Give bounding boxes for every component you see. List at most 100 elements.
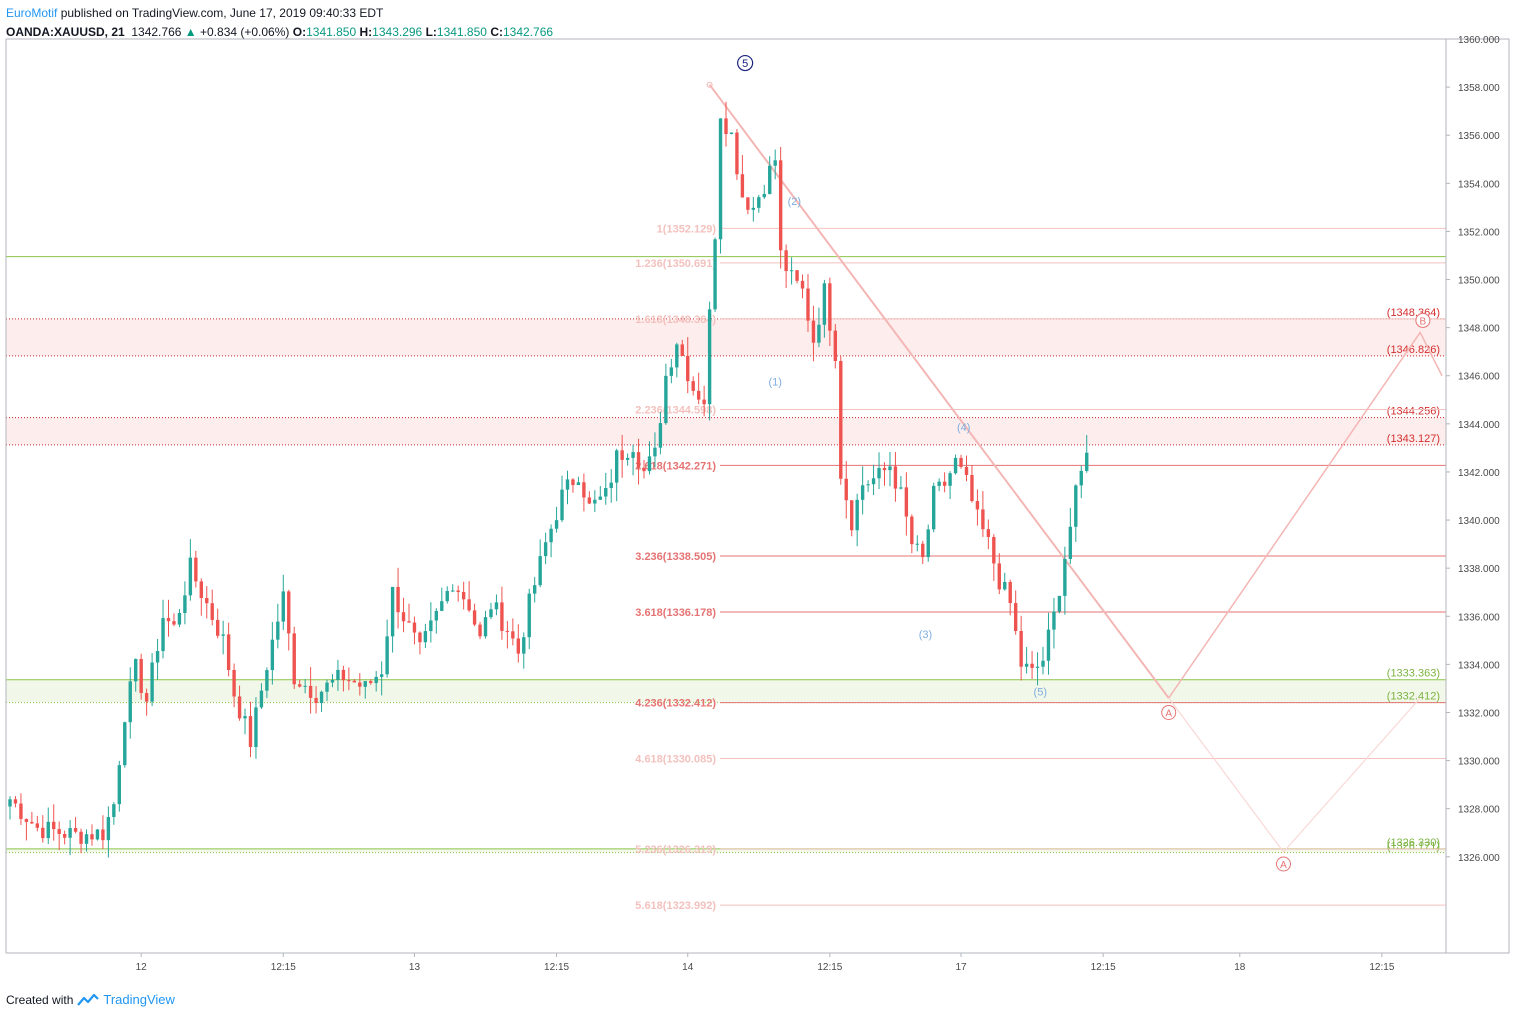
candle-body-196: [1079, 470, 1083, 486]
candle-body-164: [904, 487, 909, 517]
candle-body-124: [686, 355, 690, 382]
candle-body-62: [347, 680, 351, 682]
candle-body-74: [412, 622, 417, 633]
fib-label-1: 1.236(1350.691): [635, 258, 716, 270]
candle-body-50: [281, 591, 285, 622]
candle-body-97: [538, 556, 542, 586]
candle-body-147: [811, 320, 816, 343]
wave5-marker: [737, 54, 754, 72]
candle-body-145: [800, 280, 805, 289]
y-label-17: 1360.000: [1458, 35, 1500, 46]
candle-body-195: [1074, 485, 1078, 527]
candle-body-65: [363, 681, 367, 687]
candle-body-64: [358, 682, 362, 687]
candle-body-118: [653, 447, 657, 457]
candle-body-4: [30, 821, 34, 824]
publisher-link[interactable]: EuroMotif: [6, 6, 58, 20]
fib-label-8: 4.618(1330.085): [635, 754, 716, 766]
candle-body-126: [696, 390, 701, 400]
candle-body-42: [237, 696, 242, 719]
candle-body-15: [90, 834, 94, 840]
candle-body-151: [833, 330, 838, 362]
fibonacci-levels: 1(1352.129) 1.236(1350.691) 1.618(1348.364…: [635, 223, 1446, 912]
candle-body-143: [789, 270, 794, 272]
candle-body-33: [188, 557, 193, 596]
open-value: 1341.850: [306, 25, 357, 39]
candle-body-41: [232, 669, 236, 697]
candle-body-136: [751, 207, 756, 210]
candle-body-125: [691, 381, 695, 391]
candle-body-52: [292, 633, 296, 685]
candle-body-163: [899, 487, 903, 489]
candle-body-160: [882, 467, 887, 471]
candle-body-49: [276, 621, 280, 640]
candle-body-129: [713, 239, 717, 310]
projection-marker-1: [1415, 312, 1431, 328]
candle-body-94: [522, 637, 526, 654]
candle-body-139: [768, 165, 772, 194]
candle-body-165: [910, 516, 914, 545]
candle-body-144: [795, 270, 799, 281]
candle-body-187: [1030, 663, 1034, 668]
candle-body-110: [609, 482, 613, 488]
symbol-line: OANDA:XAUUSD, 21 1342.766 ▲ +0.834 (+0.0…: [6, 23, 553, 42]
candle-body-67: [374, 676, 378, 684]
candle-body-30: [172, 621, 176, 625]
y-label-13: 1352.000: [1458, 227, 1500, 238]
resistance-zone-0: [6, 318, 1446, 356]
y-label-7: 1340.000: [1458, 516, 1500, 527]
candle-body-108: [598, 496, 602, 500]
support-label-low-1: (1326.171): [1387, 841, 1440, 853]
symbol-name[interactable]: OANDA:XAUUSD, 21: [6, 25, 125, 39]
candle-body-120: [664, 375, 668, 424]
candle-body-138: [762, 193, 766, 198]
candle-body-1: [13, 799, 18, 804]
candle-body-99: [549, 528, 553, 543]
candle-body-192: [1057, 595, 1062, 612]
candle-body-140: [773, 160, 777, 166]
candle-body-158: [871, 478, 876, 485]
x-label-8: 18: [1234, 962, 1246, 973]
x-label-6: 17: [955, 962, 967, 973]
candle-body-91: [505, 630, 510, 632]
candle-body-170: [937, 481, 941, 486]
x-label-0: 12: [136, 962, 148, 973]
candle-body-85: [472, 610, 477, 625]
tradingview-link[interactable]: TradingView: [103, 992, 175, 1007]
candle-body-60: [336, 669, 340, 680]
candle-body-130: [718, 118, 723, 240]
y-axis-labels: 1326.000 1328.000 1330.000 1332.000 1334.000…: [1458, 35, 1500, 864]
candle-body-44: [248, 716, 253, 747]
candle-body-35: [199, 581, 203, 598]
candle-body-112: [620, 450, 624, 460]
candle-body-86: [478, 624, 482, 637]
support-label-high-1: (1326.330): [1387, 837, 1440, 849]
x-axis-labels: 12 12:15 13 12:15 14 12:15 17 12:15 18 12:15: [136, 962, 1395, 973]
candle-body-193: [1063, 558, 1067, 596]
projection-label-0: A: [1165, 708, 1172, 719]
candle-body-148: [817, 324, 821, 343]
x-label-5: 12:15: [817, 962, 842, 973]
y-label-11: 1348.000: [1458, 324, 1500, 335]
candle-body-26: [150, 662, 154, 702]
candle-body-57: [319, 691, 324, 704]
candle-body-27: [155, 651, 160, 663]
projection-path: [1168, 330, 1443, 699]
candle-body-32: [183, 595, 187, 613]
candle-body-0: [8, 799, 12, 807]
candle-body-19: [112, 804, 116, 817]
fib-label-10: 5.618(1323.992): [635, 900, 716, 912]
candle-body-181: [997, 563, 1001, 590]
elliott-label-0: (1): [768, 376, 781, 388]
y-label-9: 1344.000: [1458, 420, 1500, 431]
candle-body-12: [73, 828, 78, 832]
candle-body-133: [735, 132, 739, 175]
y-label-14: 1354.000: [1458, 179, 1500, 190]
y-label-15: 1356.000: [1458, 131, 1500, 142]
candle-body-184: [1013, 603, 1018, 632]
support-label-high-0: (1333.363): [1387, 668, 1440, 680]
candle-body-83: [461, 592, 466, 600]
fib-label-6: 3.618(1336.178): [635, 607, 716, 619]
support-label-low-0: (1332.412): [1387, 691, 1440, 703]
